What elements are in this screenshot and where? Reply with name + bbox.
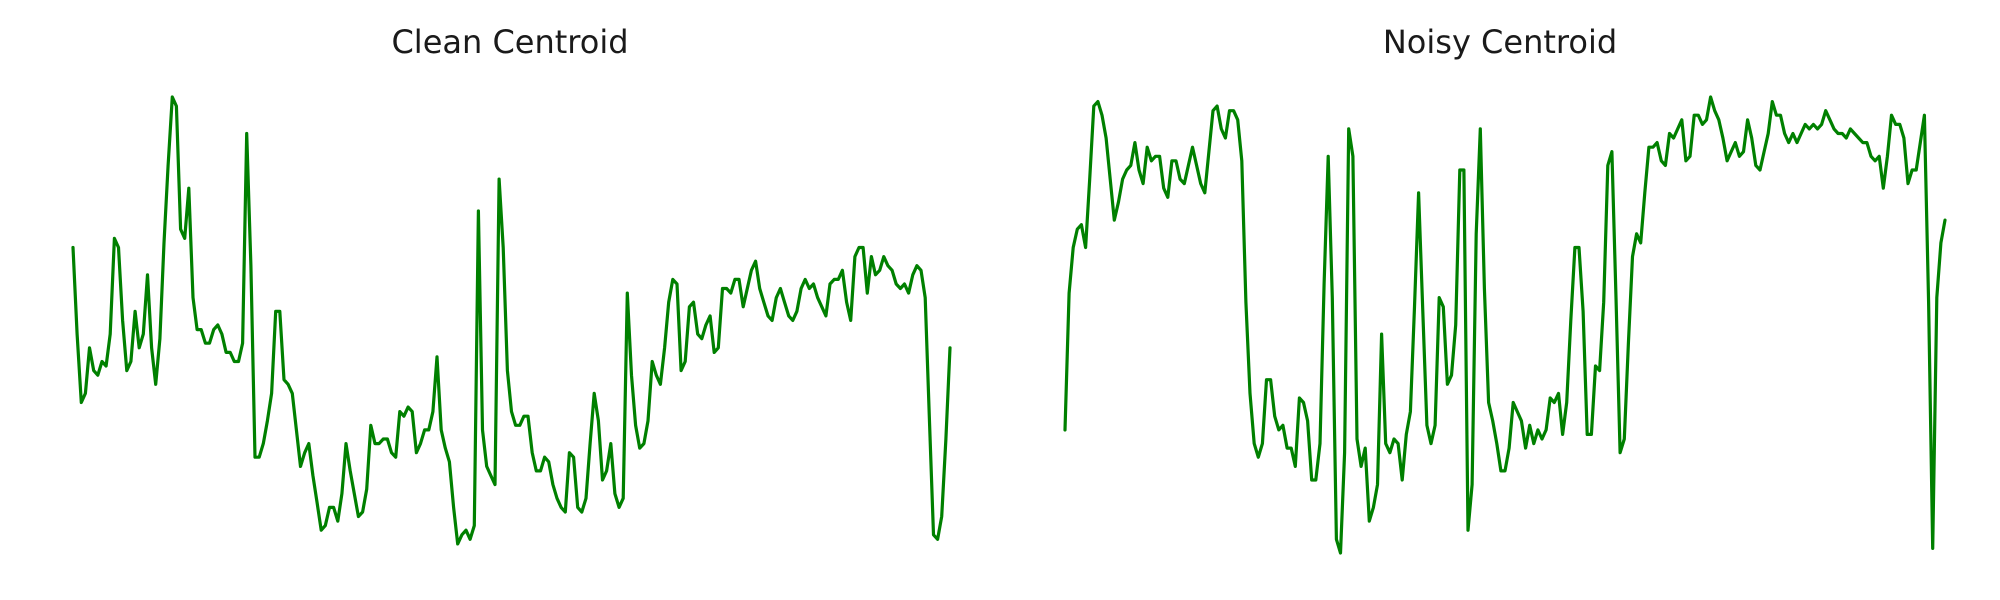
chart-title-noisy-centroid: Noisy Centroid — [1382, 23, 1618, 61]
series-line-noisy — [1063, 95, 1947, 555]
plot-noisy-centroid — [1063, 95, 1947, 555]
plot-clean-centroid — [71, 95, 952, 546]
chart-title-clean-centroid: Clean Centroid — [391, 23, 629, 61]
series-line-clean — [71, 95, 952, 546]
